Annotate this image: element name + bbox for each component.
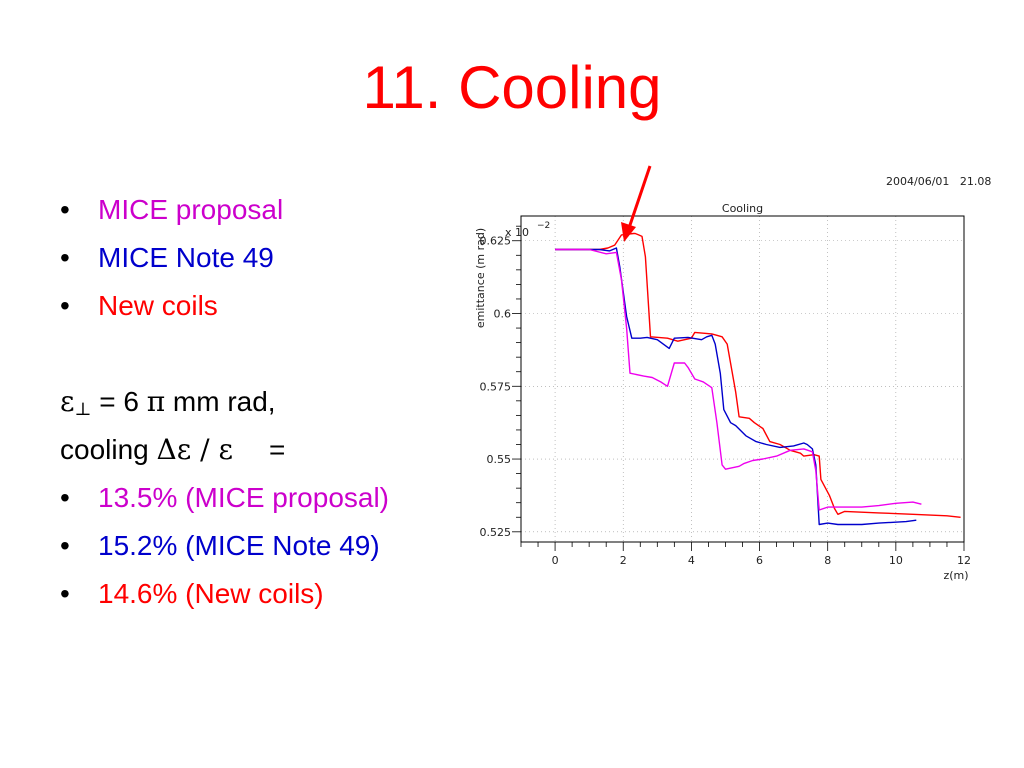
x-tick-label: 6 [756,554,763,567]
bullet-dot-icon: • [60,242,70,273]
epsilon-symbol: ε [60,385,75,418]
bullet-dot-icon: • [60,530,70,561]
bullet-label: MICE proposal [98,194,284,225]
bullet-dot-icon: • [60,194,70,225]
x-tick-label: 10 [889,554,903,567]
cooling-chart: 0 2 4 6 8 10 12 0.525 0.55 0.575 0.6 0.625 Cooling z(… [474,202,971,582]
x-tick-label: 8 [824,554,831,567]
bullet-item-result-note-49: • 15.2% (MICE Note 49) [60,522,480,570]
y-tick-label: 0.625 [480,235,512,248]
bullet-item-result-proposal: • 13.5% (MICE proposal) [60,474,480,522]
bullet-label: MICE Note 49 [98,242,274,273]
perp-symbol: ⊥ [74,399,92,420]
bullet-label: 15.2% (MICE Note 49) [98,530,380,561]
y-tick-label: 0.575 [480,380,512,393]
plot-frame [520,215,965,543]
y-axis-multiplier: x 10 [505,226,529,239]
cooling-formula: cooling Δε / ε = [60,426,480,474]
delta-epsilon-ratio: Δε / ε [156,433,233,466]
x-tick-label: 4 [688,554,695,567]
slide-title: 11. Cooling [362,54,662,121]
bullet-list: • MICE proposal • MICE Note 49 • New coils … [60,186,480,618]
chart-title: Cooling [722,202,763,215]
series-line-2 [555,248,922,511]
y-axis-label: emittance (m rad) [474,228,487,328]
emittance-formula: ε⊥ = 6 π mm rad, [60,378,480,426]
bullet-dot-icon: • [60,290,70,321]
bullet-label: 13.5% (MICE proposal) [98,482,390,513]
bullet-label: 14.6% (New coils) [98,578,324,609]
x-tick-label: 2 [620,554,627,567]
pi-symbol: π [146,385,166,418]
bullet-dot-icon: • [60,482,70,513]
y-tick-label: 0.525 [480,526,512,539]
series-line-0 [555,232,961,518]
x-axis-label: z(m) [943,569,968,582]
formula-equals-six: = 6 [91,386,147,417]
cooling-equals: = [268,434,286,465]
bullet-dot-icon: • [60,578,70,609]
bullet-item-result-new-coils: • 14.6% (New coils) [60,570,480,618]
x-tick-label: 12 [957,554,971,567]
cooling-word: cooling [60,434,157,465]
bullet-item-mice-note-49: • MICE Note 49 [60,234,480,282]
spacer [60,330,480,378]
formula-units: mm rad, [165,386,276,417]
x-tick-label: 0 [552,554,559,567]
series-line-1 [555,247,917,526]
bullet-item-mice-proposal: • MICE proposal [60,186,480,234]
bullet-item-new-coils: • New coils [60,282,480,330]
y-tick-label: 0.55 [487,453,512,466]
y-tick-label: 0.6 [494,308,512,321]
plot-timestamp: 2004/06/01 21.08 [886,175,992,188]
y-axis-multiplier-exponent: −2 [537,221,550,231]
bullet-label: New coils [98,290,218,321]
